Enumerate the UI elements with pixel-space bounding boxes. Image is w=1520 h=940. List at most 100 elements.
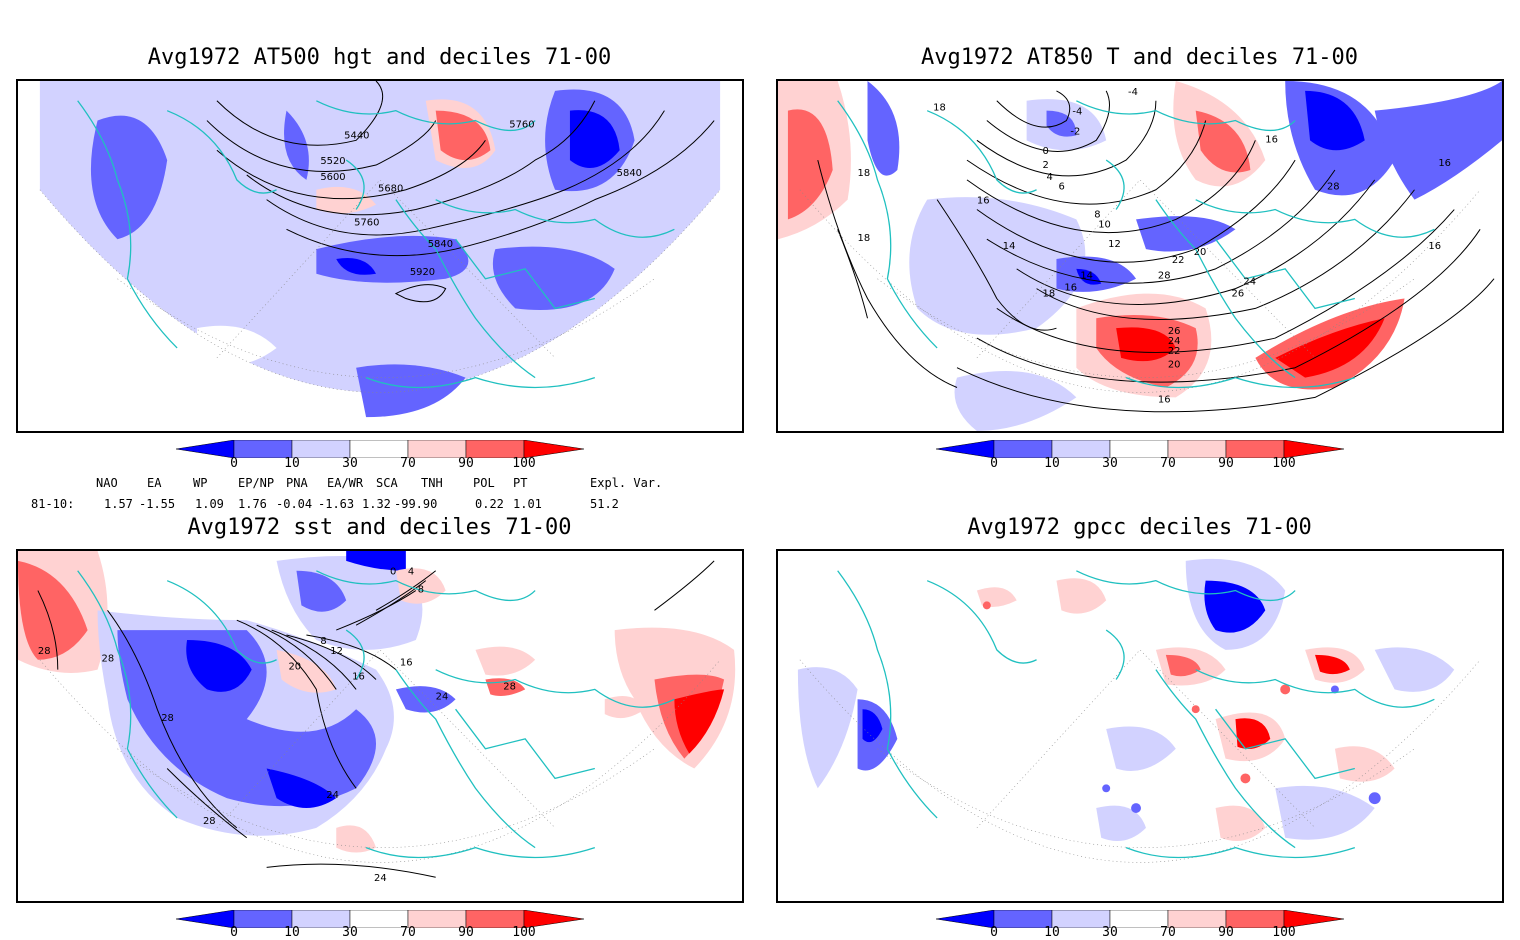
contour-label: 16 bbox=[1438, 158, 1451, 169]
index-value: -1.63 bbox=[318, 497, 355, 511]
contour-label: 24 bbox=[1168, 336, 1181, 347]
map-panel-t850: -4 -4 -2 0 2 4 6 8 10 12 14 14 16 16 16 … bbox=[776, 79, 1504, 433]
contour-label: 5920 bbox=[410, 267, 435, 278]
contour-label: 0 bbox=[390, 567, 396, 578]
contour-label: 28 bbox=[1158, 271, 1171, 282]
contour-label: 16 bbox=[977, 196, 990, 207]
index-header: Expl. Var. bbox=[590, 476, 663, 490]
colorbar-tick-label: 90 bbox=[1218, 925, 1234, 940]
index-value: 51.2 bbox=[590, 497, 619, 511]
map-hgt500-svg: 5440 5520 5600 5680 5760 5760 5840 5840 … bbox=[18, 81, 742, 431]
index-header: EA/WR bbox=[327, 476, 364, 490]
colorbar-tick-label: 30 bbox=[1102, 456, 1118, 471]
colorbar-tick-label: 100 bbox=[1272, 456, 1296, 471]
colorbar-tick-label: 70 bbox=[400, 456, 416, 471]
colorbar-tick-label: 30 bbox=[342, 456, 358, 471]
contour-label: 28 bbox=[203, 816, 216, 827]
contour-label: 10 bbox=[1098, 219, 1111, 230]
contour-label: 5840 bbox=[428, 239, 453, 250]
map-panel-gpcc bbox=[776, 549, 1504, 903]
map-panel-sst: 0 4 8 8 12 16 16 20 24 24 24 28 28 28 28… bbox=[16, 549, 744, 903]
index-value: -99.90 bbox=[394, 497, 438, 511]
colorbar-tick-label: 70 bbox=[1160, 456, 1176, 471]
contour-label: 16 bbox=[1158, 394, 1171, 405]
index-header: NAO bbox=[96, 476, 118, 490]
colorbar-tick-label: 90 bbox=[1218, 456, 1234, 471]
panel-title-sst: Avg1972 sst and deciles 71-00 bbox=[187, 515, 572, 540]
colorbar-top-right bbox=[936, 440, 1346, 458]
map-t850-svg: -4 -4 -2 0 2 4 6 8 10 12 14 14 16 16 16 … bbox=[778, 81, 1502, 431]
index-header: EP/NP bbox=[238, 476, 275, 490]
contour-label: 22 bbox=[1168, 346, 1181, 357]
colorbar-tick-label: 100 bbox=[512, 925, 536, 940]
contour-label: 28 bbox=[1327, 182, 1340, 193]
contour-label: 18 bbox=[933, 103, 946, 114]
contour-label: 24 bbox=[374, 873, 387, 884]
contour-label: 5840 bbox=[617, 168, 642, 179]
index-header: WP bbox=[193, 476, 208, 490]
colorbar-tick-label: 90 bbox=[458, 456, 474, 471]
contour-label: 14 bbox=[1080, 271, 1093, 282]
contour-label: 8 bbox=[1094, 209, 1100, 220]
colorbar-tick-label: 0 bbox=[990, 925, 998, 940]
colorbar-tick-label: 0 bbox=[230, 456, 238, 471]
contour-label: 16 bbox=[1064, 283, 1077, 294]
contour-label: 4 bbox=[1047, 172, 1053, 183]
contour-label: 5760 bbox=[354, 217, 379, 228]
index-value: -0.04 bbox=[276, 497, 313, 511]
map-panel-hgt500: 5440 5520 5600 5680 5760 5760 5840 5840 … bbox=[16, 79, 744, 433]
colorbar-tick-label: 70 bbox=[400, 925, 416, 940]
contour-label: -2 bbox=[1070, 126, 1080, 137]
contour-label: 20 bbox=[1168, 360, 1181, 371]
colorbar-svg bbox=[176, 440, 585, 458]
colorbar-svg bbox=[176, 910, 585, 928]
contour-label: 28 bbox=[503, 681, 516, 692]
panel-title-t850: Avg1972 AT850 T and deciles 71-00 bbox=[920, 45, 1359, 70]
contour-label: 24 bbox=[326, 790, 339, 801]
contour-label: 5680 bbox=[378, 184, 403, 195]
contour-label: 2 bbox=[1043, 160, 1049, 171]
index-period: 81-10: bbox=[31, 497, 75, 511]
colorbar-svg bbox=[936, 440, 1345, 458]
map-gpcc-svg bbox=[797, 558, 1481, 863]
index-header: TNH bbox=[421, 476, 443, 490]
panel-title-hgt500: Avg1972 AT500 hgt and deciles 71-00 bbox=[147, 45, 612, 70]
contour-label: 16 bbox=[352, 672, 365, 683]
contour-label: 5600 bbox=[320, 172, 345, 183]
contour-label: 5760 bbox=[509, 119, 534, 130]
contour-label: 14 bbox=[1003, 241, 1016, 252]
contour-label: 18 bbox=[858, 168, 871, 179]
colorbar-tick-label: 0 bbox=[990, 456, 998, 471]
contour-label: 4 bbox=[408, 567, 414, 578]
index-value: 1.57 bbox=[104, 497, 133, 511]
contour-label: 5440 bbox=[344, 130, 369, 141]
contour-label: 24 bbox=[1243, 277, 1256, 288]
index-value: -1.55 bbox=[139, 497, 176, 511]
index-header: POL bbox=[473, 476, 495, 490]
index-header: SCA bbox=[376, 476, 398, 490]
colorbar-tick-label: 90 bbox=[458, 925, 474, 940]
contour-label: 8 bbox=[320, 636, 326, 647]
contour-label: 16 bbox=[400, 658, 413, 669]
colorbar-tick-label: 100 bbox=[512, 456, 536, 471]
colorbar-tick-label: 30 bbox=[1102, 925, 1118, 940]
contour-label: 28 bbox=[161, 713, 174, 724]
contour-label: 20 bbox=[289, 662, 302, 673]
contour-label: 18 bbox=[858, 233, 871, 244]
panel-title-gpcc: Avg1972 gpcc deciles 71-00 bbox=[967, 515, 1312, 540]
contour-label: 28 bbox=[102, 654, 115, 665]
colorbar-tick-label: 0 bbox=[230, 925, 238, 940]
colorbar-svg bbox=[936, 910, 1345, 928]
contour-label: 12 bbox=[330, 646, 343, 657]
contour-label: 26 bbox=[1168, 326, 1181, 337]
index-header: EA bbox=[147, 476, 162, 490]
colorbar-tick-label: 10 bbox=[1044, 456, 1060, 471]
colorbar-tick-label: 70 bbox=[1160, 925, 1176, 940]
colorbar-tick-label: 10 bbox=[1044, 925, 1060, 940]
colorbar-bottom-right bbox=[936, 910, 1346, 928]
contour-label: 26 bbox=[1231, 289, 1244, 300]
index-value: 1.76 bbox=[238, 497, 267, 511]
contour-label: -4 bbox=[1128, 87, 1138, 98]
contour-label: 20 bbox=[1194, 247, 1207, 258]
index-value: 1.09 bbox=[195, 497, 224, 511]
